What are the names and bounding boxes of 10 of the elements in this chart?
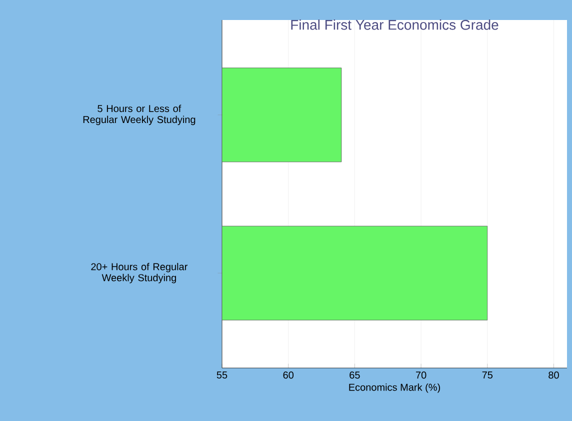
x-axis-title: Economics Mark (%) — [349, 383, 440, 393]
x-tick-label: 60 — [283, 372, 294, 379]
x-tick-label: 80 — [548, 372, 559, 379]
x-tick-label: 65 — [350, 372, 360, 379]
x-tick-label: 70 — [416, 372, 426, 379]
x-tick-label: 55 — [216, 372, 228, 379]
chart-title: Final First Year Economics Grade — [291, 20, 498, 30]
y-tick-label: 5 Hours or Less of Regular Weekly Studying — [83, 104, 196, 126]
y-tick-label: 20+ Hours of Regular Weekly Studying — [91, 262, 188, 284]
x-tick-label: 75 — [482, 372, 493, 379]
